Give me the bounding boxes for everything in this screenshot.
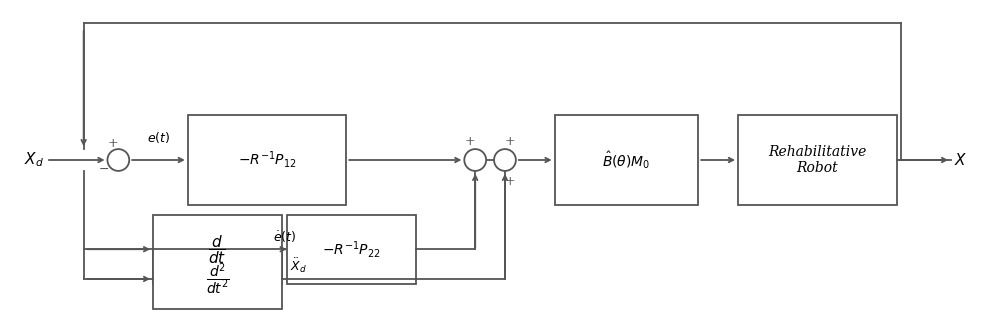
Bar [287,214,416,284]
Circle shape [107,149,129,171]
Text: +: + [108,137,118,150]
Text: $\dfrac{d^2}{dt^2}$: $\dfrac{d^2}{dt^2}$ [206,261,229,297]
Text: $\ddot{X}_d$: $\ddot{X}_d$ [290,256,307,275]
Circle shape [464,149,486,171]
Bar [738,116,897,204]
Bar [153,249,282,309]
Text: $\dot{e}(t)$: $\dot{e}(t)$ [273,230,296,245]
Text: $-$: $-$ [98,162,109,175]
Text: $X_d$: $X_d$ [24,151,44,169]
Text: $-R^{-1}P_{12}$: $-R^{-1}P_{12}$ [238,149,296,171]
Text: $\dfrac{d}{dt}$: $\dfrac{d}{dt}$ [208,233,227,266]
Text: $e(t)$: $e(t)$ [147,130,170,145]
Text: $\hat{B}(\theta)M_0$: $\hat{B}(\theta)M_0$ [602,149,651,171]
Text: $-R^{-1}P_{22}$: $-R^{-1}P_{22}$ [322,239,381,260]
Text: $X$: $X$ [954,152,967,168]
Bar [188,116,346,204]
Bar [555,116,698,204]
Bar [153,214,282,284]
Text: +: + [505,175,516,188]
Text: +: + [505,135,516,148]
Text: Rehabilitative
Robot: Rehabilitative Robot [768,145,866,175]
Text: +: + [464,135,475,148]
Circle shape [494,149,516,171]
